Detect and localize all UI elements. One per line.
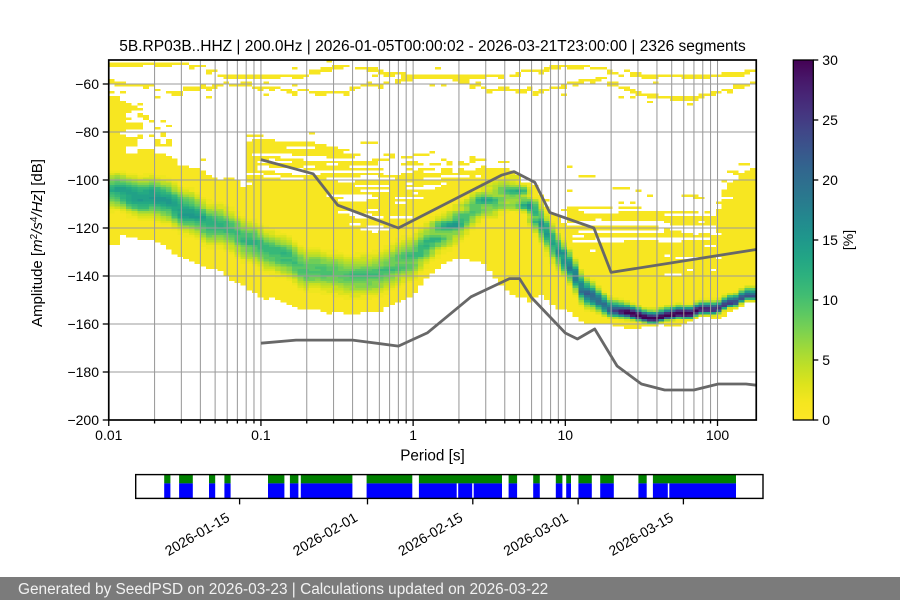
svg-text:5: 5 [822,352,830,368]
svg-text:10: 10 [558,427,574,443]
svg-text:−200: −200 [67,412,99,428]
svg-text:−160: −160 [67,316,99,332]
svg-text:0.1: 0.1 [251,427,271,443]
svg-text:−60: −60 [75,76,99,92]
svg-text:10: 10 [822,292,838,308]
svg-text:30: 30 [822,52,838,68]
svg-text:−120: −120 [67,220,99,236]
svg-text:[%]: [%] [840,230,856,250]
svg-text:0.01: 0.01 [95,427,122,443]
svg-text:−80: −80 [75,124,99,140]
svg-text:Generated by SeedPSD on 2026-0: Generated by SeedPSD on 2026-03-23 | Cal… [18,581,548,598]
svg-text:25: 25 [822,112,838,128]
svg-text:−180: −180 [67,364,99,380]
svg-text:0: 0 [822,412,830,428]
svg-text:1: 1 [409,427,417,443]
svg-text:−140: −140 [67,268,99,284]
svg-text:Amplitude [m2/s4/Hz] [dB]: Amplitude [m2/s4/Hz] [dB] [29,159,46,327]
svg-text:5B.RP03B..HHZ | 200.0Hz | 2026: 5B.RP03B..HHZ | 200.0Hz | 2026-01-05T00:… [119,38,746,55]
svg-text:20: 20 [822,172,838,188]
svg-text:100: 100 [706,427,730,443]
svg-text:−100: −100 [67,172,99,188]
svg-text:Period [s]: Period [s] [400,448,465,465]
svg-text:15: 15 [822,232,838,248]
